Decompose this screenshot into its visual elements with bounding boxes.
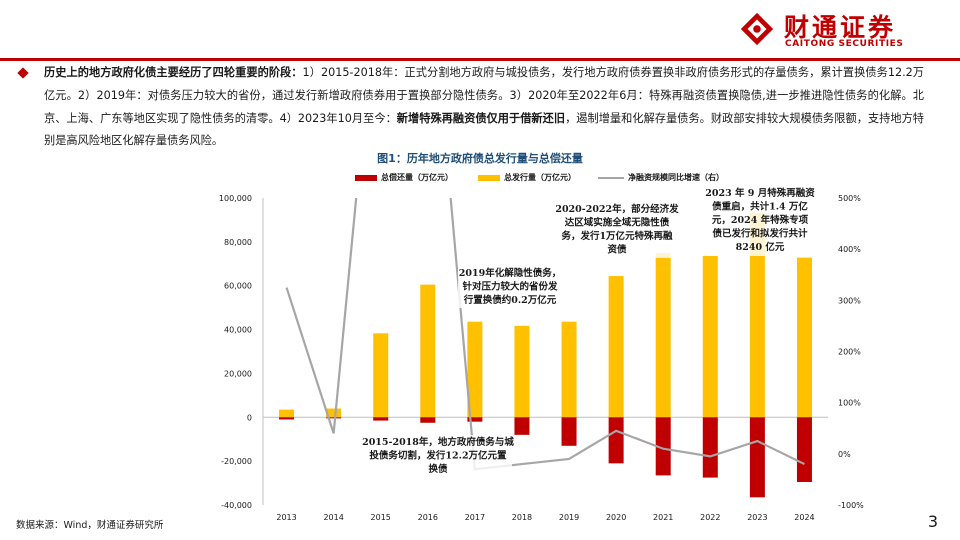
bar-repayment	[514, 417, 530, 435]
y-right-tick-label: 500%	[838, 194, 861, 203]
y-right-tick-label: 0%	[838, 450, 851, 459]
y-left-tick-label: 100,000	[219, 194, 252, 203]
summary-paragraph: 历史上的地方政府化债主要经历了四轮重要的阶段：1）2015-2018年：正式分割…	[44, 62, 924, 153]
bar-issuance	[702, 255, 718, 418]
legend-growth-swatch	[598, 176, 624, 179]
logo-mark-icon	[740, 12, 774, 46]
legend-issuance: 总发行量（万亿元）	[478, 172, 576, 183]
y-left-tick-label: -20,000	[221, 457, 252, 466]
annotation-text: 8240 亿元	[736, 241, 785, 253]
legend-growth: 净融资规模同比增速（右）	[598, 172, 724, 183]
annotation-text: 2015-2018年，地方政府债务与城	[362, 436, 514, 448]
paragraph-lead: 历史上的地方政府化债主要经历了四轮重要的阶段：	[44, 66, 303, 79]
bar-repayment	[326, 417, 342, 419]
x-tick-label: 2013	[276, 513, 296, 522]
x-tick-label: 2020	[606, 513, 626, 522]
header-divider	[0, 58, 960, 61]
bar-repayment	[420, 417, 436, 423]
legend-issuance-swatch	[478, 174, 500, 181]
x-tick-label: 2022	[700, 513, 720, 522]
y-left-tick-label: -40,000	[221, 501, 252, 510]
annotation-bg	[458, 266, 562, 308]
legend-repayment-swatch	[355, 174, 377, 181]
bar-repayment	[655, 417, 671, 476]
y-left-tick-label: 20,000	[224, 369, 252, 378]
y-right-tick-label: 300%	[838, 296, 861, 305]
annotation-text: 元，2024 年特殊专项	[712, 214, 809, 226]
x-tick-label: 2023	[747, 513, 767, 522]
annotation-text: 行置换债约0.2万亿元	[463, 294, 557, 306]
annotation-text: 资债	[607, 244, 627, 256]
y-right-tick-label: 100%	[838, 399, 861, 408]
x-tick-label: 2018	[512, 513, 532, 522]
annotation-text: 2019年化解隐性债务，	[459, 267, 561, 279]
x-tick-label: 2021	[653, 513, 673, 522]
company-logo: 财通证券 CAITONG SECURITIES	[738, 8, 938, 54]
bar-repayment	[702, 417, 718, 478]
x-tick-label: 2014	[323, 513, 343, 522]
logo-english-name: CAITONG SECURITIES	[785, 39, 904, 49]
bar-issuance	[326, 408, 342, 418]
bar-repayment	[796, 417, 812, 482]
annotation-text: 达区域实施全域无隐性债	[565, 217, 670, 229]
annotation-bg	[559, 202, 675, 258]
bar-issuance	[514, 325, 530, 418]
bar-issuance	[561, 321, 577, 418]
legend-repayment-label: 总偿还量（万亿元）	[381, 173, 453, 182]
bar-issuance	[373, 333, 389, 418]
annotation-bg	[364, 435, 512, 477]
header-bar: 财通证券 CAITONG SECURITIES	[0, 0, 960, 60]
legend-growth-label: 净融资规模同比增速（右）	[628, 173, 724, 182]
data-source: 数据来源：Wind，财通证券研究所	[16, 520, 164, 531]
logo-chinese-name: 财通证券	[784, 13, 897, 42]
chart-title: 图1：历年地方政府债总发行量与总偿还量	[377, 152, 583, 165]
x-tick-label: 2015	[371, 513, 391, 522]
bar-repayment	[373, 417, 389, 421]
bar-issuance	[279, 409, 295, 418]
y-right-tick-label: -100%	[838, 501, 864, 510]
bar-repayment	[467, 417, 483, 422]
x-tick-label: 2016	[418, 513, 438, 522]
annotation-text: 务，发行1万亿元特殊再融	[561, 230, 673, 242]
bar-issuance	[467, 321, 483, 418]
annotation-text: 债重启，共计1.4 万亿	[712, 201, 808, 213]
bar-repayment	[749, 417, 765, 498]
x-tick-label: 2019	[559, 513, 579, 522]
annotation-bg	[708, 186, 812, 256]
page-number: 3	[927, 512, 938, 531]
annotation-text: 2023 年 9 月特殊再融资	[705, 187, 815, 199]
bar-repayment	[608, 417, 624, 464]
y-left-tick-label: 40,000	[224, 326, 252, 335]
y-left-tick-label: 60,000	[224, 282, 252, 291]
bar-issuance	[749, 212, 765, 418]
y-left-tick-label: 0	[247, 413, 252, 422]
annotation-text: 换债	[428, 463, 448, 475]
y-right-tick-label: 400%	[838, 245, 861, 254]
bar-repayment	[279, 417, 295, 420]
legend-repayment: 总偿还量（万亿元）	[355, 172, 453, 183]
annotation-text: 债已发行和拟发行共计	[712, 228, 808, 240]
annotation-text: 投债务切割，发行12.2万亿元置	[369, 450, 507, 462]
legend-issuance-label: 总发行量（万亿元）	[504, 173, 576, 182]
x-tick-label: 2024	[794, 513, 814, 522]
paragraph-part2: ，遏制增量和化解存量债务。财政部安排较大规模债务限额，支持地方特别是高风险地区化…	[44, 111, 924, 148]
growth-line	[285, 198, 805, 471]
bar-issuance	[655, 253, 671, 418]
bar-repayment	[561, 417, 577, 446]
paragraph-emphasis: 新增特殊再融资债仅用于借新还旧	[396, 111, 566, 125]
bar-issuance	[420, 284, 436, 418]
annotation-text: 2020-2022年，部分经济发	[555, 203, 679, 215]
bar-issuance	[796, 257, 812, 418]
paragraph-part1: 1）2015-2018年：正式分割地方政府与城投债务，发行地方政府债券置换非政府…	[44, 66, 924, 125]
y-right-tick-label: 200%	[838, 348, 861, 357]
y-left-tick-label: 80,000	[224, 238, 252, 247]
annotation-text: 针对压力较大的省份发	[462, 281, 558, 293]
x-tick-label: 2017	[465, 513, 485, 522]
bar-issuance	[608, 276, 624, 418]
